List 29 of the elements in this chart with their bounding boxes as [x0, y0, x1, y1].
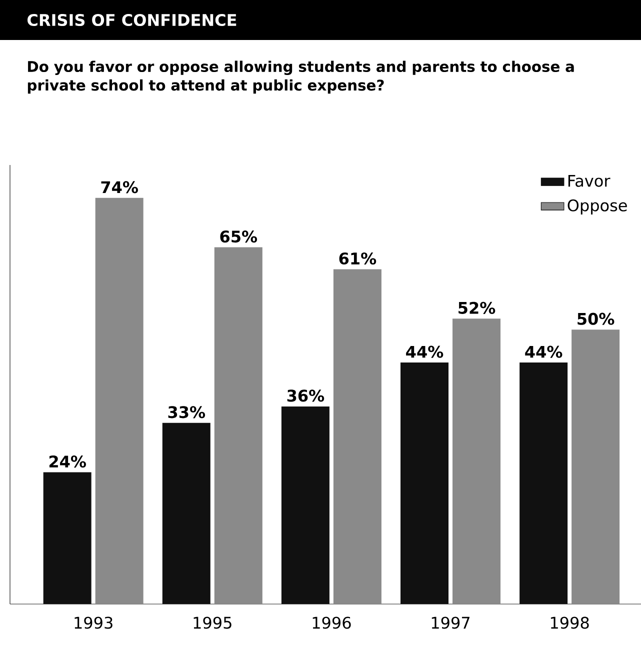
data-label: 65% — [220, 230, 257, 243]
bar — [571, 330, 620, 604]
bar — [43, 472, 92, 604]
bar — [400, 362, 448, 604]
x-tick-label: 1996 — [312, 616, 351, 629]
data-label: 36% — [287, 390, 324, 402]
data-label: 44% — [406, 346, 444, 358]
chart-subtitle: Do you favor or oppose allowing students and parents to choose a private school to attend at public expense? — [28, 60, 574, 94]
bar — [333, 269, 382, 604]
bar — [452, 318, 500, 604]
x-tick-label: 1997 — [432, 616, 470, 629]
data-label: 74% — [101, 181, 138, 194]
bar — [95, 198, 144, 604]
bar — [281, 406, 330, 604]
data-label: 33% — [168, 406, 205, 418]
bar — [162, 422, 210, 604]
legend-label: Favor — [568, 174, 610, 187]
data-label: 44% — [524, 346, 562, 358]
data-label: 24% — [49, 455, 86, 468]
bar — [519, 362, 568, 604]
data-label: 50% — [578, 312, 614, 325]
data-label: 52% — [458, 302, 496, 314]
data-label: 61% — [339, 252, 376, 265]
x-tick-label: 1995 — [194, 616, 232, 629]
legend-label: Oppose — [568, 199, 627, 215]
x-tick-label: 1998 — [550, 616, 589, 629]
chart-title: CRISIS OF CONFIDENCE — [27, 14, 236, 26]
x-tick-label: 1993 — [74, 616, 112, 629]
bar — [214, 247, 262, 604]
